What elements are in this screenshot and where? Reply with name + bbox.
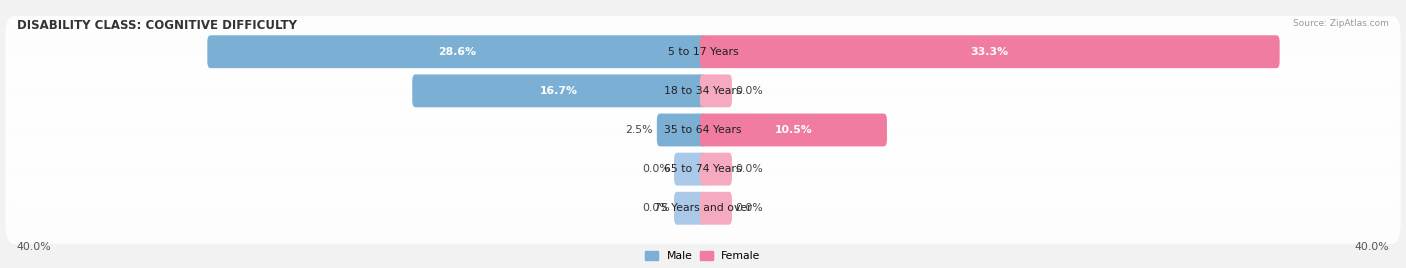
FancyBboxPatch shape <box>6 173 1400 244</box>
FancyBboxPatch shape <box>412 75 706 107</box>
Text: 0.0%: 0.0% <box>643 164 671 174</box>
FancyBboxPatch shape <box>6 133 1400 205</box>
Text: 2.5%: 2.5% <box>626 125 652 135</box>
Text: 65 to 74 Years: 65 to 74 Years <box>664 164 742 174</box>
Text: 40.0%: 40.0% <box>17 242 52 252</box>
Text: 10.5%: 10.5% <box>775 125 813 135</box>
Text: 16.7%: 16.7% <box>540 86 578 96</box>
Text: 18 to 34 Years: 18 to 34 Years <box>664 86 742 96</box>
FancyBboxPatch shape <box>657 114 706 146</box>
Text: 5 to 17 Years: 5 to 17 Years <box>668 47 738 57</box>
Text: 0.0%: 0.0% <box>735 164 763 174</box>
FancyBboxPatch shape <box>673 192 706 225</box>
FancyBboxPatch shape <box>700 75 733 107</box>
Text: 0.0%: 0.0% <box>735 203 763 213</box>
Text: Source: ZipAtlas.com: Source: ZipAtlas.com <box>1294 19 1389 28</box>
FancyBboxPatch shape <box>6 16 1400 87</box>
Text: 33.3%: 33.3% <box>970 47 1010 57</box>
FancyBboxPatch shape <box>6 94 1400 166</box>
FancyBboxPatch shape <box>700 35 1279 68</box>
Text: 35 to 64 Years: 35 to 64 Years <box>664 125 742 135</box>
Legend: Male, Female: Male, Female <box>641 247 765 265</box>
Text: 0.0%: 0.0% <box>643 203 671 213</box>
FancyBboxPatch shape <box>700 114 887 146</box>
FancyBboxPatch shape <box>207 35 706 68</box>
Text: DISABILITY CLASS: COGNITIVE DIFFICULTY: DISABILITY CLASS: COGNITIVE DIFFICULTY <box>17 19 297 32</box>
FancyBboxPatch shape <box>700 153 733 185</box>
Text: 0.0%: 0.0% <box>735 86 763 96</box>
FancyBboxPatch shape <box>673 153 706 185</box>
Text: 75 Years and over: 75 Years and over <box>654 203 752 213</box>
FancyBboxPatch shape <box>700 192 733 225</box>
FancyBboxPatch shape <box>6 55 1400 126</box>
Text: 28.6%: 28.6% <box>437 47 475 57</box>
Text: 40.0%: 40.0% <box>1354 242 1389 252</box>
